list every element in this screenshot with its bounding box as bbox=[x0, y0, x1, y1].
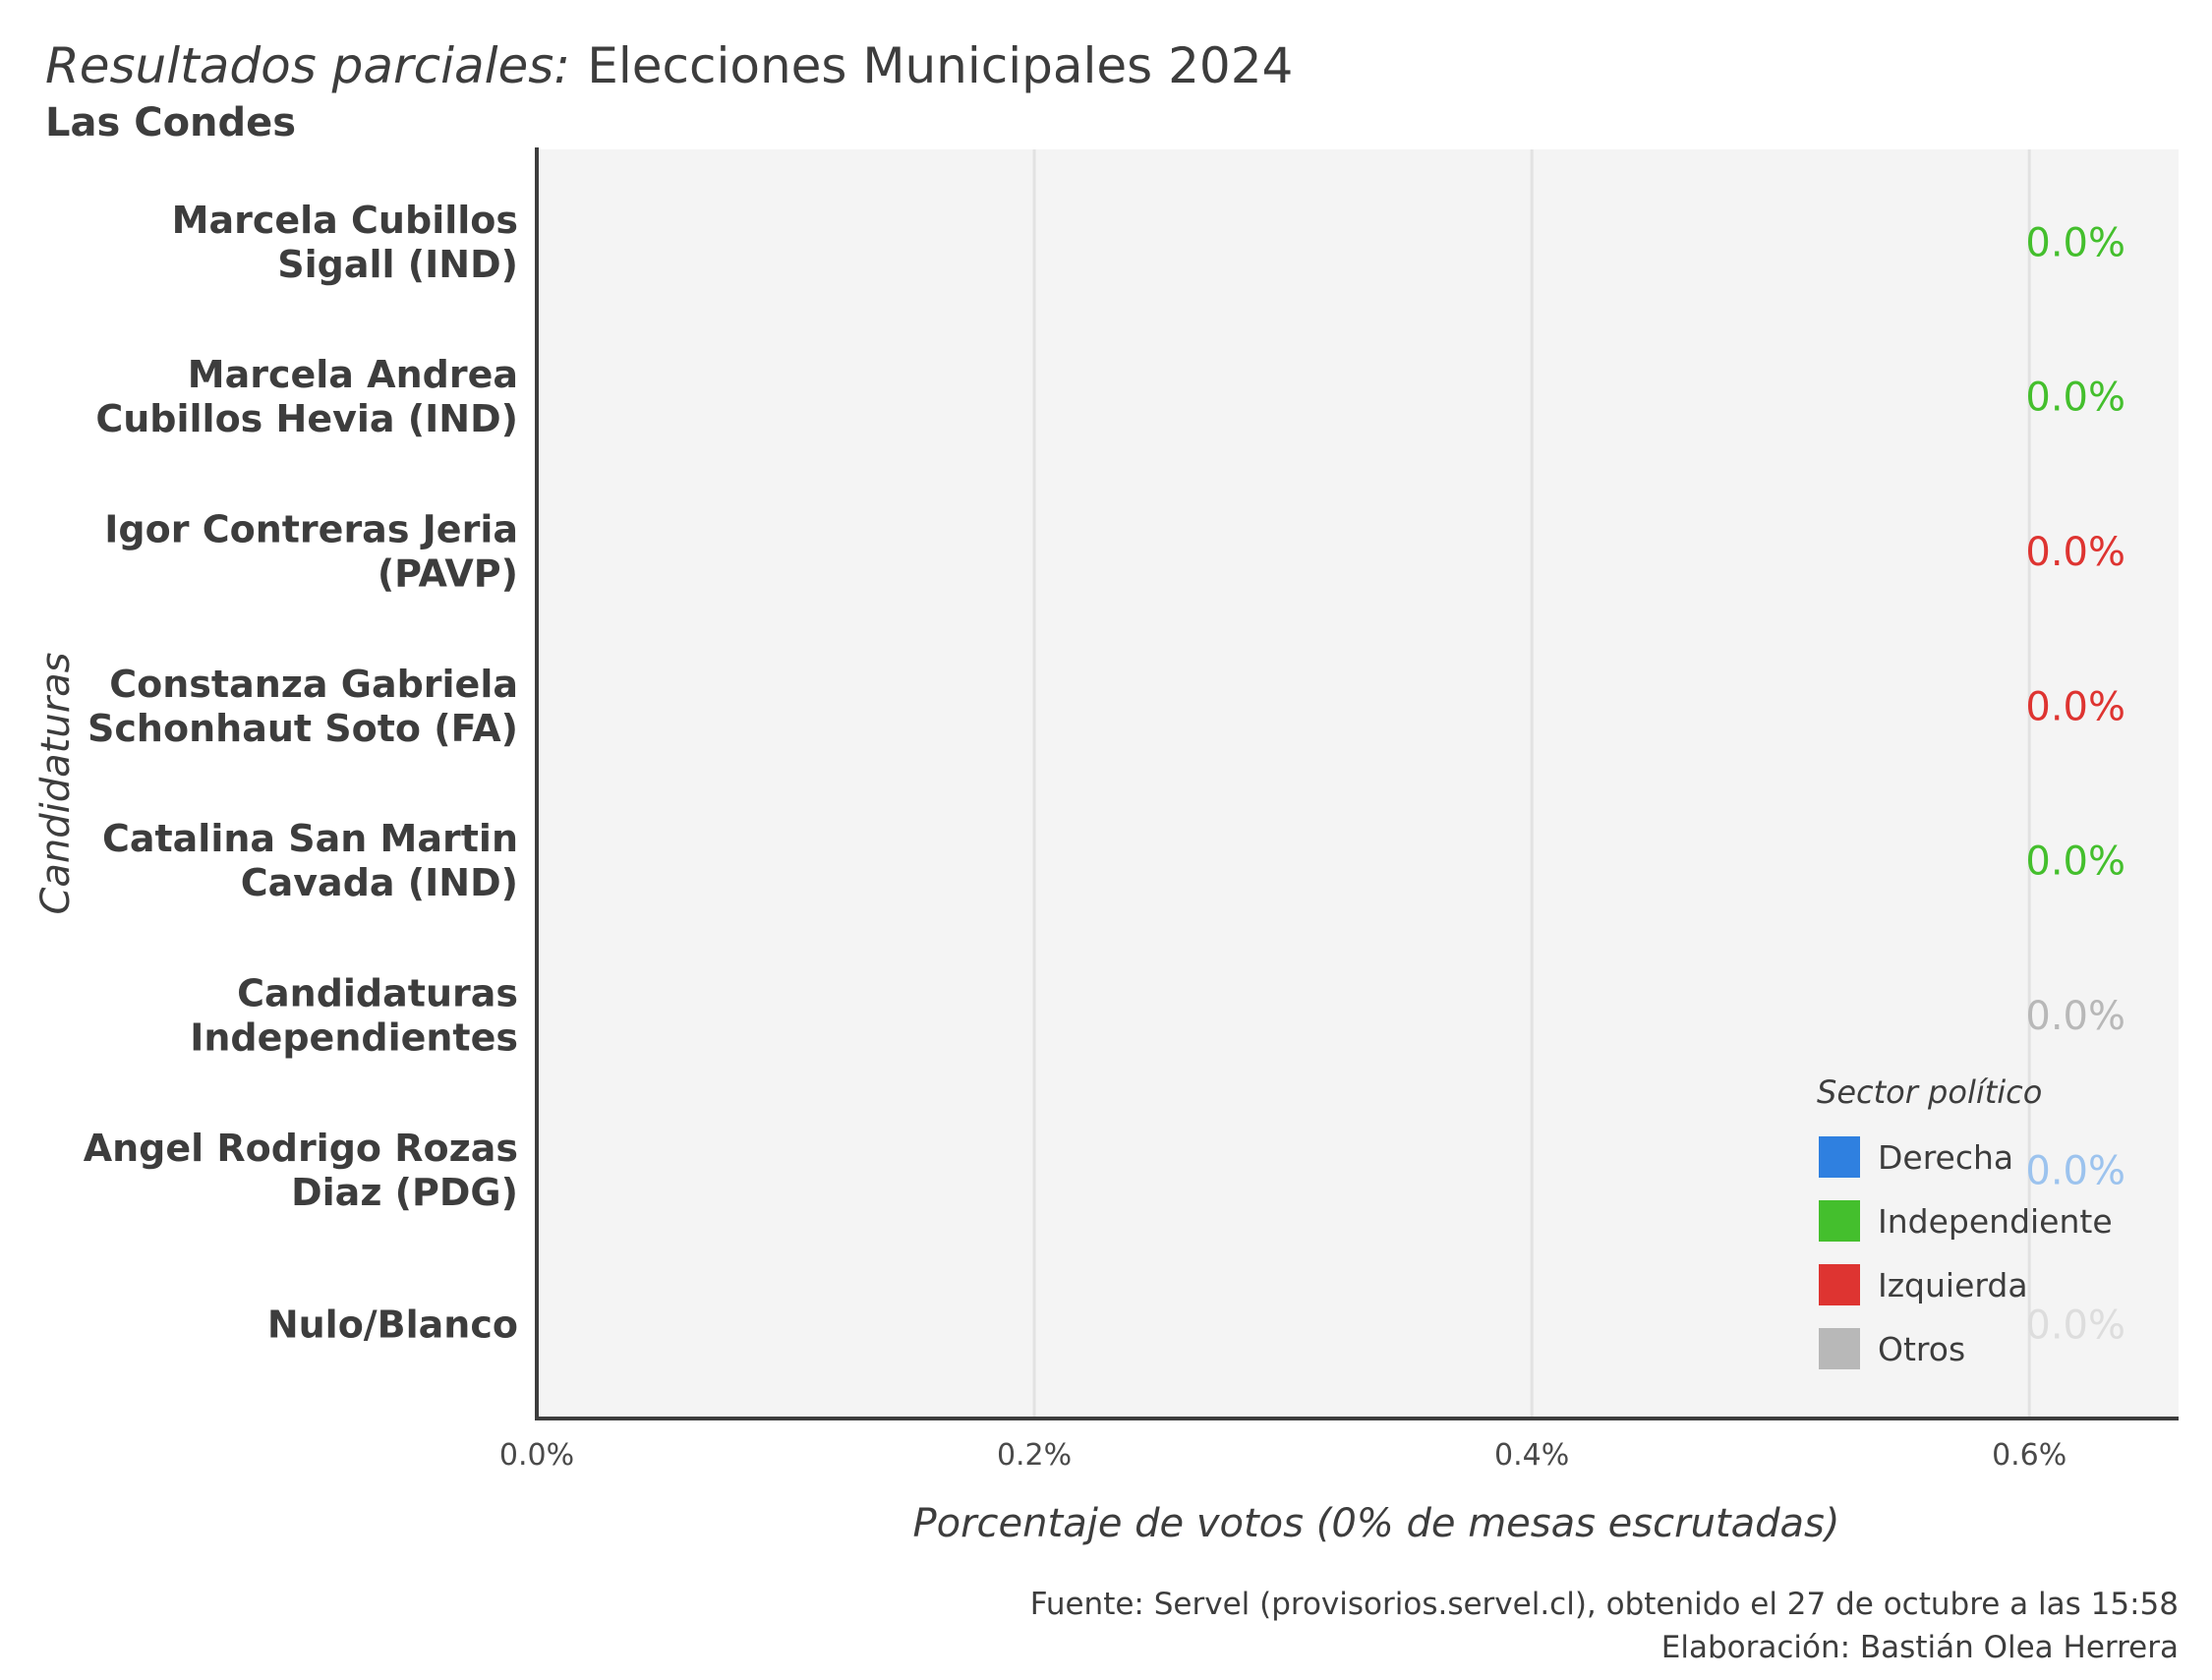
x-axis-title: Porcentaje de votos (0% de mesas escruta… bbox=[913, 1501, 1840, 1546]
value-label: 0.0% bbox=[2025, 994, 2125, 1039]
legend: Sector político Derecha Independiente Izqu… bbox=[1817, 1073, 2113, 1369]
legend-swatch bbox=[1819, 1328, 1860, 1369]
value-labels: 0.0% 0.0% 0.0% 0.0% 0.0% 0.0% 0.0% 0.0% bbox=[2025, 220, 2125, 1348]
x-tick-label: 0.6% bbox=[1992, 1438, 2066, 1473]
legend-label: Otros bbox=[1878, 1330, 1965, 1368]
gridlines bbox=[1032, 149, 2031, 1418]
x-tick-label: 0.0% bbox=[499, 1438, 574, 1473]
category-label: Angel Rodrigo Rozas Diaz (PDG) bbox=[84, 1127, 518, 1214]
x-axis-ticks: 0.0% 0.2% 0.4% 0.6% bbox=[499, 1438, 2066, 1473]
category-label: Catalina San Martin Cavada (IND) bbox=[102, 817, 518, 904]
y-axis-title: Candidaturas bbox=[33, 652, 79, 914]
value-label: 0.0% bbox=[2025, 220, 2125, 265]
category-label: Igor Contreras Jeria (PAVP) bbox=[104, 508, 518, 596]
value-label: 0.0% bbox=[2025, 840, 2125, 885]
category-labels: Marcela Cubillos Sigall (IND) Marcela Andr… bbox=[84, 199, 518, 1347]
value-label: 0.0% bbox=[2025, 1303, 2125, 1349]
legend-title: Sector político bbox=[1817, 1073, 2042, 1111]
legend-swatch bbox=[1819, 1200, 1860, 1242]
chart-subtitle: Las Condes bbox=[45, 100, 296, 145]
value-label: 0.0% bbox=[2025, 1148, 2125, 1193]
title-main: Elecciones Municipales 2024 bbox=[587, 37, 1293, 94]
category-label: Marcela Andrea Cubillos Hevia (IND) bbox=[95, 353, 518, 440]
legend-label: Derecha bbox=[1878, 1138, 2013, 1177]
category-label: Constanza Gabriela Schonhaut Soto (FA) bbox=[87, 663, 518, 750]
x-tick-label: 0.2% bbox=[997, 1438, 1072, 1473]
legend-swatch bbox=[1819, 1136, 1860, 1178]
caption-author: Elaboración: Bastián Olea Herrera bbox=[1661, 1630, 2179, 1665]
category-label: Nulo/Blanco bbox=[267, 1303, 518, 1347]
category-label: Marcela Cubillos Sigall (IND) bbox=[172, 199, 518, 286]
x-tick-label: 0.4% bbox=[1494, 1438, 1569, 1473]
caption-source: Fuente: Servel (provisorios.servel.cl), … bbox=[1030, 1587, 2179, 1622]
legend-swatch bbox=[1819, 1264, 1860, 1305]
plot-background bbox=[537, 149, 2179, 1418]
chart-title: Resultados parciales: Elecciones Municip… bbox=[45, 37, 1293, 94]
legend-label: Izquierda bbox=[1878, 1266, 2028, 1304]
value-label: 0.0% bbox=[2025, 376, 2125, 421]
legend-label: Independiente bbox=[1878, 1202, 2113, 1241]
category-label: Candidaturas Independientes bbox=[190, 971, 518, 1059]
value-label: 0.0% bbox=[2025, 530, 2125, 575]
value-label: 0.0% bbox=[2025, 684, 2125, 729]
title-italic: Resultados parciales: bbox=[45, 37, 570, 94]
